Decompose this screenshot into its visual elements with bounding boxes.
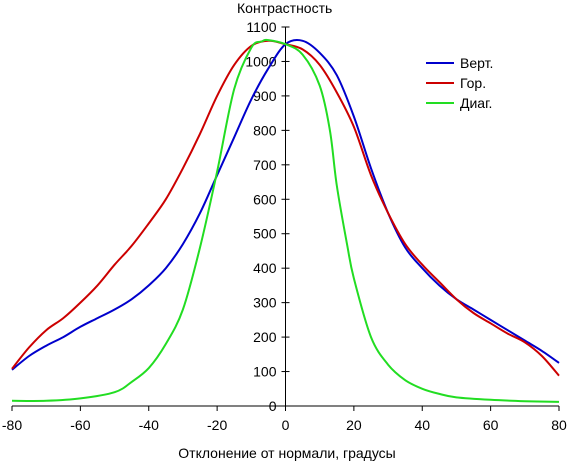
legend-label-vert: Верт. [460, 55, 493, 71]
y-axis-title: Контрастность [237, 0, 332, 16]
y-tick-label: 100 [253, 364, 277, 380]
series-line-diag [11, 38, 560, 403]
y-tick-label: 1100 [246, 19, 276, 35]
legend-label-diag: Диаг. [460, 95, 492, 111]
y-tick-label: 400 [253, 260, 277, 276]
x-tick-label: -40 [139, 417, 159, 433]
y-tick-label: 700 [253, 157, 277, 173]
x-tick-label: -80 [2, 417, 22, 433]
y-tick-label: 500 [253, 226, 277, 242]
x-tick-label: 80 [551, 417, 567, 433]
y-tick-label: 800 [253, 122, 277, 138]
y-tick-label: 600 [253, 191, 277, 207]
x-tick-label: -20 [207, 417, 227, 433]
x-tick-label: -60 [70, 417, 90, 433]
x-tick-label: 20 [346, 417, 362, 433]
x-tick-label: 0 [282, 417, 290, 433]
y-tick-label: 200 [253, 329, 277, 345]
y-tick-label: 0 [269, 398, 277, 414]
legend-label-hor: Гор. [460, 75, 486, 91]
y-tick-label: 300 [253, 295, 277, 311]
x-tick-label: 60 [483, 417, 499, 433]
series-lines [11, 38, 560, 403]
y-tick-label: 1000 [245, 53, 276, 69]
legend: Верт. Гор. Диаг. [426, 55, 493, 111]
x-axis-ticks: -80 -60 -40 -20 0 20 40 60 80 [2, 406, 567, 433]
y-axis-ticks: 0 100 200 300 400 500 600 700 800 900 1000 1100 [245, 19, 290, 414]
x-tick-label: 40 [414, 417, 430, 433]
y-tick-label: 900 [253, 88, 277, 104]
x-axis-title: Отклонение от нормали, градусы [178, 445, 395, 461]
